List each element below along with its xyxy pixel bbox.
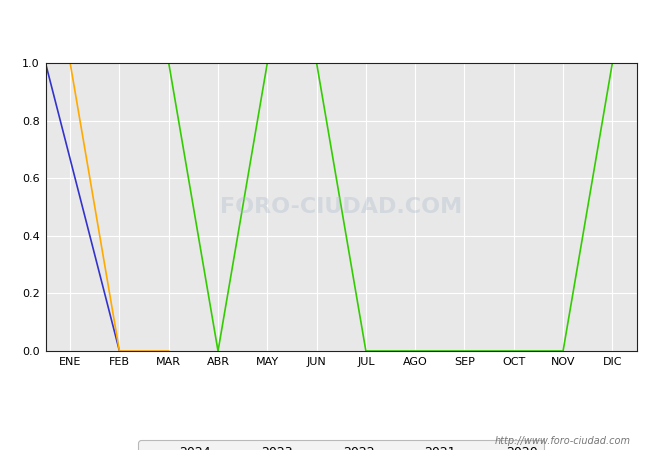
Text: http://www.foro-ciudad.com: http://www.foro-ciudad.com [495, 436, 630, 446]
Text: FORO-CIUDAD.COM: FORO-CIUDAD.COM [220, 197, 462, 217]
Text: Matriculaciones de Vehiculos en Fonfría: Matriculaciones de Vehiculos en Fonfría [166, 19, 484, 35]
Legend: 2024, 2023, 2022, 2021, 2020: 2024, 2023, 2022, 2021, 2020 [138, 440, 544, 450]
